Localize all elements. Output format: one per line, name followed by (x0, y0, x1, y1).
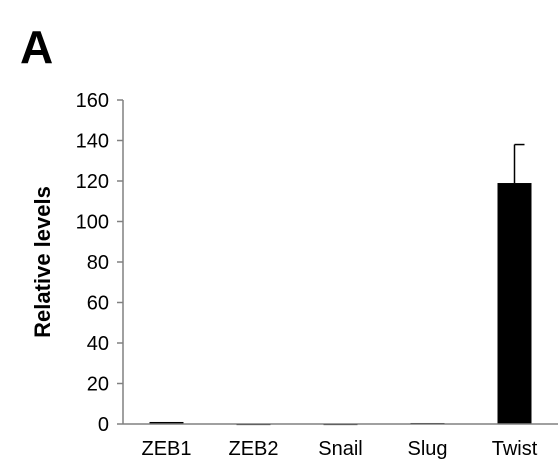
bars (149, 183, 532, 426)
y-tick-label: 160 (76, 90, 109, 112)
x-tick-labels: ZEB1 ZEB2 Snail Slug Twist (141, 438, 537, 460)
y-axis-label: Relative levels (30, 186, 55, 338)
bar-twist (497, 183, 532, 424)
y-tick-label: 100 (76, 212, 109, 234)
x-tick-label: ZEB1 (141, 438, 191, 460)
y-tick-label: 60 (87, 293, 109, 315)
y-tick-label: 0 (98, 414, 109, 436)
x-tick-label: Slug (407, 438, 447, 460)
x-tick-label: Snail (318, 438, 362, 460)
y-ticks: 0 20 40 60 80 100 120 140 160 (76, 90, 123, 436)
y-tick-label: 120 (76, 171, 109, 193)
y-tick-label: 140 (76, 131, 109, 153)
panel-label: A (20, 21, 54, 73)
error-bars (513, 143, 525, 184)
x-tick-label: Twist (492, 438, 538, 460)
y-tick-label: 20 (87, 374, 109, 396)
y-tick-label: 40 (87, 333, 109, 355)
bar-zeb1 (149, 421, 184, 424)
x-tick-label: ZEB2 (228, 438, 278, 460)
y-tick-label: 80 (87, 252, 109, 274)
